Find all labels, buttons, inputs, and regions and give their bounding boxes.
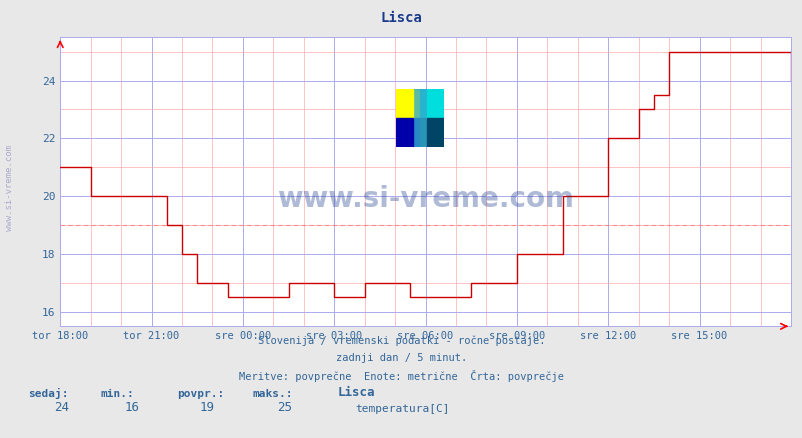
Text: Lisca: Lisca [380, 11, 422, 25]
Text: zadnji dan / 5 minut.: zadnji dan / 5 minut. [335, 353, 467, 363]
Polygon shape [412, 89, 427, 147]
Text: 19: 19 [199, 401, 214, 414]
Text: min.:: min.: [100, 389, 134, 399]
Text: povpr.:: povpr.: [176, 389, 224, 399]
Text: Slovenija / vremenski podatki - ročne postaje.: Slovenija / vremenski podatki - ročne po… [257, 335, 545, 346]
Text: 16: 16 [124, 401, 140, 414]
Polygon shape [396, 89, 419, 118]
Text: www.si-vreme.com: www.si-vreme.com [5, 145, 14, 231]
Polygon shape [396, 118, 412, 147]
Polygon shape [427, 118, 444, 147]
Text: Meritve: povprečne  Enote: metrične  Črta: povprečje: Meritve: povprečne Enote: metrične Črta:… [239, 370, 563, 382]
Text: maks.:: maks.: [253, 389, 293, 399]
Polygon shape [427, 89, 444, 118]
Text: temperatura[C]: temperatura[C] [354, 404, 449, 414]
Text: 24: 24 [55, 401, 70, 414]
Text: www.si-vreme.com: www.si-vreme.com [277, 185, 573, 213]
Polygon shape [396, 89, 412, 118]
Text: sedaj:: sedaj: [28, 389, 68, 399]
Text: Lisca: Lisca [337, 386, 375, 399]
Text: 25: 25 [277, 401, 292, 414]
Polygon shape [419, 118, 444, 147]
Polygon shape [419, 89, 444, 118]
Polygon shape [396, 118, 419, 147]
